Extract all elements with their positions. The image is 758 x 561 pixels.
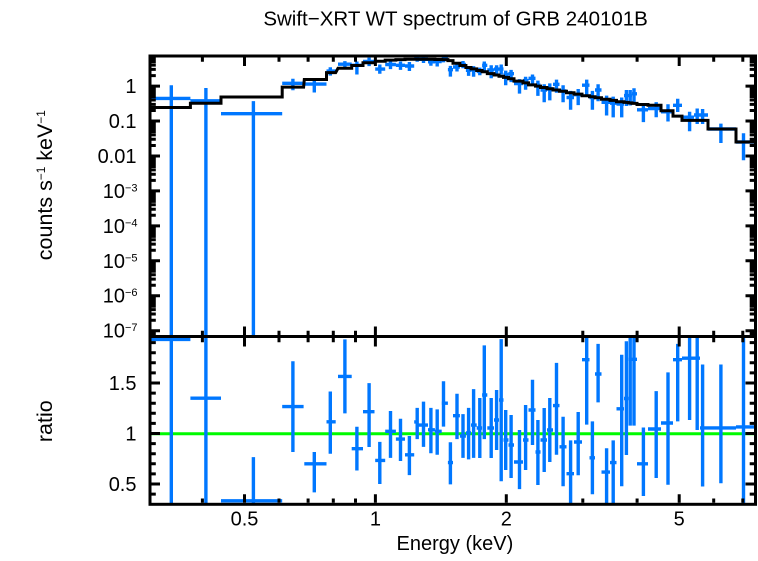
svg-text:1: 1 xyxy=(125,424,136,446)
svg-text:5: 5 xyxy=(674,509,685,531)
svg-text:1.5: 1.5 xyxy=(109,373,137,395)
svg-text:0.1: 0.1 xyxy=(109,111,137,133)
svg-text:0.5: 0.5 xyxy=(109,474,137,496)
svg-text:Energy (keV): Energy (keV) xyxy=(397,533,514,555)
svg-text:2: 2 xyxy=(501,509,512,531)
svg-text:ratio: ratio xyxy=(33,400,57,442)
svg-text:Swift−XRT WT spectrum of GRB 2: Swift−XRT WT spectrum of GRB 240101B xyxy=(263,7,648,30)
svg-text:0.5: 0.5 xyxy=(231,509,259,531)
svg-text:0.01: 0.01 xyxy=(98,146,137,168)
svg-text:1: 1 xyxy=(125,76,136,98)
svg-text:1: 1 xyxy=(370,509,381,531)
svg-text:counts s−1 keV−1: counts s−1 keV−1 xyxy=(33,110,57,260)
